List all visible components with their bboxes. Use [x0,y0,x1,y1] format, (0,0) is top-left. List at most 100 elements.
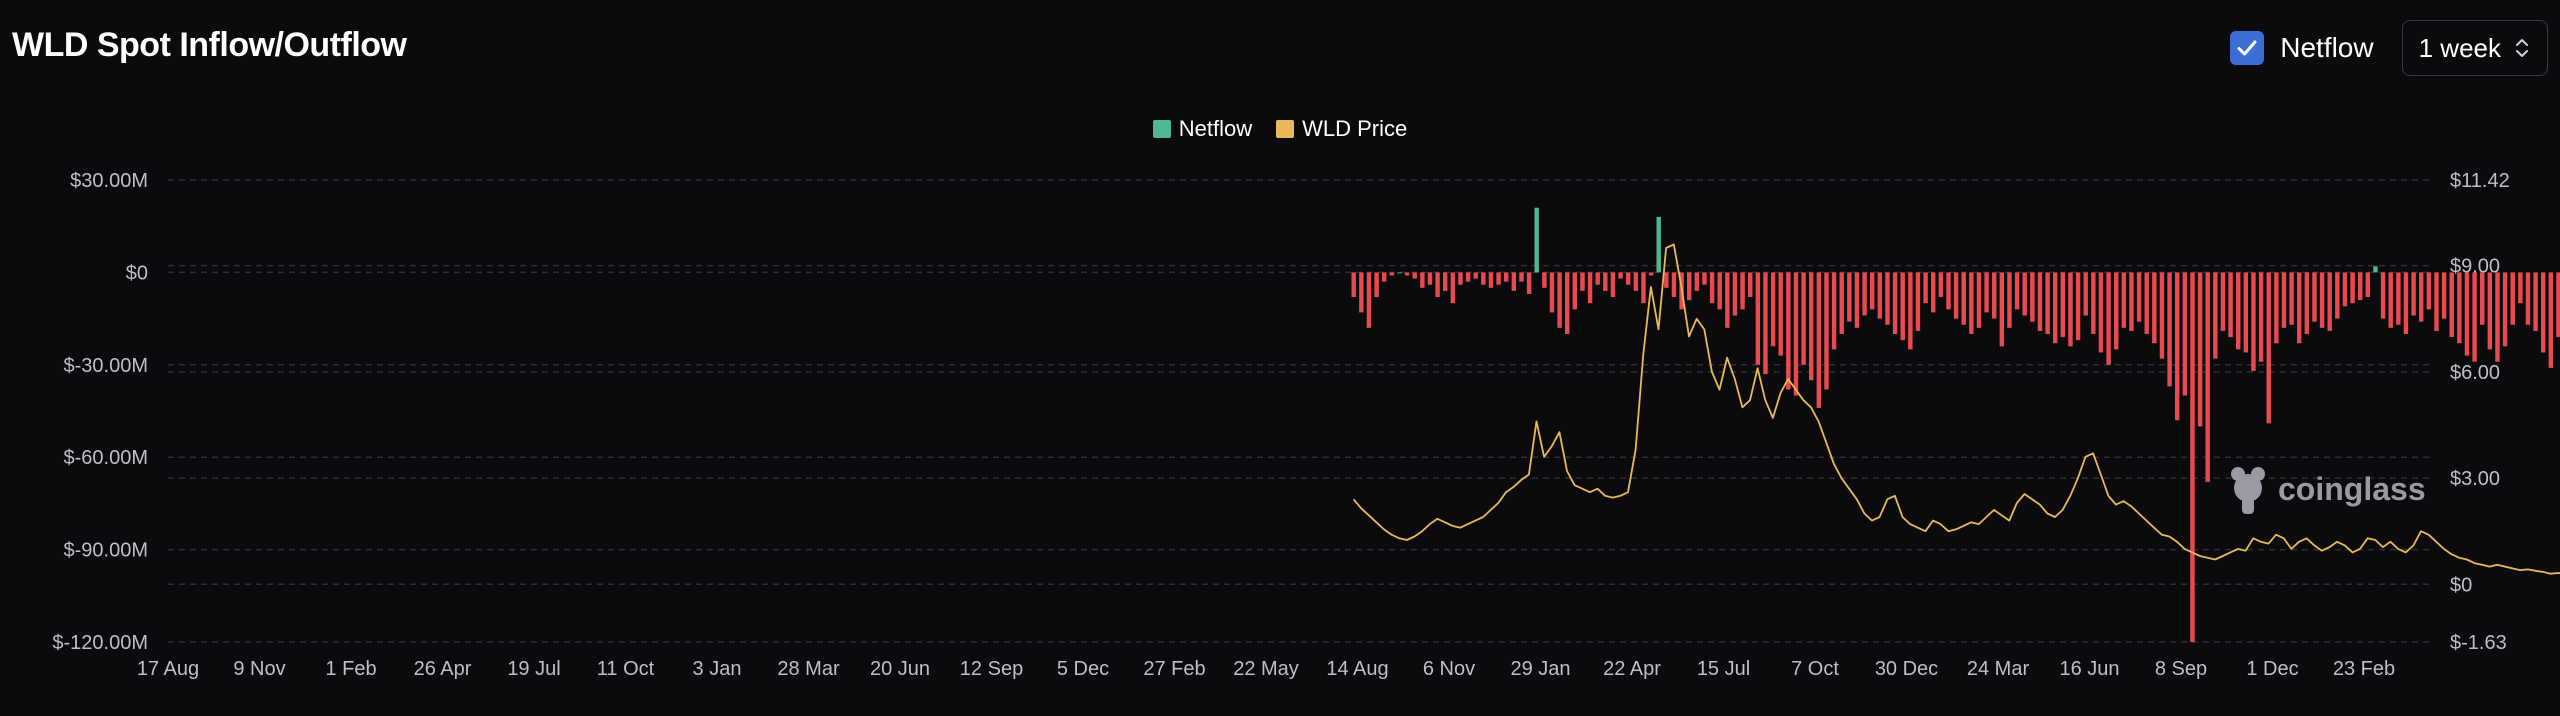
netflow-bar [1892,272,1898,334]
x-tick-label: 29 Jan [1510,658,1570,680]
netflow-bar [2556,272,2560,338]
y-axis-right: $11.42 $9.00 $6.00 $3.00 $0 $-1.63 [2450,170,2510,654]
netflow-bar [1748,272,1753,298]
netflow-bar [1427,272,1433,285]
x-tick-label: 8 Sep [2155,658,2207,680]
netflow-bar [1946,272,1951,310]
netflow-bar [1458,272,1463,285]
netflow-bar [1763,272,1768,375]
netflow-bar [1610,272,1616,298]
netflow-bar [2548,272,2554,368]
y-left-tick-label: $-120.00M [52,632,148,654]
netflow-bar [2106,272,2111,365]
y-axis-left: $30.00M $0 $-30.00M $-60.00M $-90.00M $-120.0… [52,170,148,654]
netflow-bar [1725,272,1730,328]
netflow-bar [1885,272,1890,325]
netflow-bar [2342,272,2348,307]
netflow-bar [1565,272,1570,334]
netflow-bar [1351,272,1356,298]
netflow-bar [2335,272,2340,319]
netflow-bar [2434,272,2439,331]
netflow-bar [1809,272,1814,381]
netflow-bar [2213,272,2218,359]
y-right-tick-label: $11.42 [2450,170,2510,192]
netflow-bar [2312,272,2317,322]
page-title: WLD Spot Inflow/Outflow [12,26,407,64]
netflow-bar [1633,272,1639,291]
netflow-bar [2182,272,2188,396]
netflow-bar [2098,272,2104,353]
netflow-bar [2502,272,2508,347]
chart-grid [168,179,2432,643]
netflow-bar [1931,272,1936,313]
netflow-bar [1374,272,1379,298]
x-tick-label: 28 Mar [777,658,840,680]
netflow-bar [2121,272,2127,328]
netflow-bar [2136,272,2142,322]
netflow-bar [2129,272,2134,331]
netflow-bar [1694,272,1700,291]
netflow-bar [2243,272,2249,353]
netflow-bar [2144,272,2149,334]
netflow-checkbox[interactable] [2230,31,2265,65]
netflow-bar [1618,272,1623,279]
x-tick-label: 1 Dec [2246,658,2298,680]
netflow-bar [2037,272,2043,331]
price-line [1352,243,2560,575]
netflow-bar [1496,272,1501,285]
netflow-bar [2525,272,2531,325]
legend-item-wld-price[interactable]: WLD Price [1276,116,1407,142]
netflow-bar [2388,272,2393,328]
netflow-bar [1587,272,1593,304]
x-tick-label: 27 Feb [1143,658,1205,680]
x-tick-label: 1 Feb [325,658,376,680]
interval-select[interactable]: 1 week [2401,20,2548,76]
y-right-tick-label: $6.00 [2450,362,2500,384]
netflow-bar [1999,272,2005,347]
netflow-bar [2197,272,2203,427]
netflow-bars [1351,207,2560,642]
netflow-bar [1801,272,1806,365]
netflow-bar [2373,266,2378,273]
netflow-bar [1816,272,1822,408]
netflow-toggle[interactable]: Netflow [2230,31,2374,65]
netflow-bar [1542,272,1547,288]
x-tick-label: 30 Dec [1875,658,1938,680]
netflow-bar [2480,272,2485,325]
wld-price-line [1352,243,2560,575]
netflow-bar [1793,272,1799,396]
netflow-toggle-label: Netflow [2280,32,2374,63]
netflow-bar [2022,272,2027,316]
x-tick-label: 12 Sep [960,658,1023,680]
x-tick-label: 6 Nov [1423,658,1475,680]
netflow-bar [1839,272,1844,334]
y-left-tick-label: $-90.00M [64,540,149,562]
netflow-bar [2075,272,2081,341]
chart-legend: Netflow WLD Price [0,116,2560,142]
netflow-bar [2236,272,2241,350]
netflow-bar [1603,272,1608,291]
netflow-bar [1382,272,1387,282]
netflow-bar [2190,272,2195,642]
netflow-bar [1778,272,1783,356]
netflow-bar [1450,272,1456,304]
netflow-bar [2403,272,2409,334]
netflow-bar [2167,272,2172,387]
y-left-tick-label: $-60.00M [64,447,149,469]
netflow-bar [1443,272,1448,291]
netflow-bar [2441,272,2447,319]
watermark-text: coinglass [2278,471,2426,507]
x-tick-label: 22 Apr [1603,658,1661,680]
y-right-tick-label: $0 [2450,574,2472,596]
y-left-tick-label: $0 [126,262,148,284]
netflow-bar [1877,272,1883,319]
x-tick-label: 5 Dec [1057,658,1109,680]
netflow-bar [1900,272,1905,341]
netflow-bar [2175,272,2180,421]
legend-swatch-wld-price [1276,120,1295,138]
netflow-bar [2083,272,2088,316]
legend-item-netflow[interactable]: Netflow [1152,116,1252,142]
x-tick-label: 3 Jan [693,658,742,680]
netflow-bar [2411,272,2416,316]
netflow-bar [2457,272,2462,344]
